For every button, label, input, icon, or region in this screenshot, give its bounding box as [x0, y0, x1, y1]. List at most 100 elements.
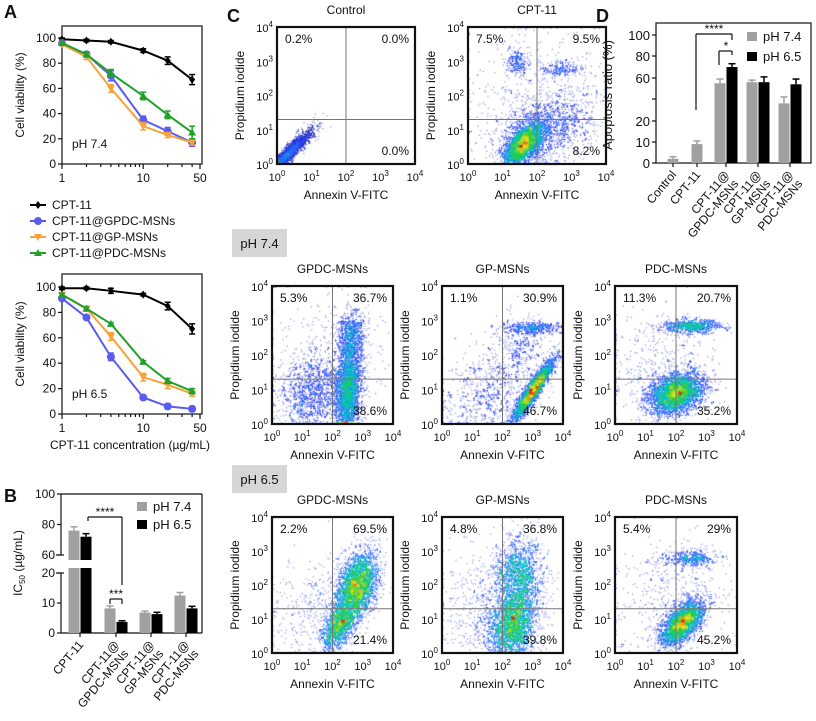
data-point: [107, 37, 114, 46]
y-tick-label: 104: [421, 510, 438, 525]
quadrant-lower-right-percent: 38.6%: [353, 404, 387, 418]
plot-frame: [440, 515, 565, 655]
y-label-main: IC: [11, 584, 25, 596]
x-tick-label: 104: [598, 169, 615, 184]
tick-exponent: 2: [434, 578, 439, 587]
bar: [139, 612, 151, 633]
legend-marker: [35, 201, 41, 209]
tick-base: 10: [251, 386, 263, 398]
legend-label: pH 7.4: [153, 499, 191, 514]
data-point: [106, 333, 115, 341]
y-tick-label: 103: [594, 544, 611, 559]
tick-exponent: 1: [460, 123, 465, 132]
plot-frame: [440, 284, 565, 426]
tick-base: 10: [251, 513, 263, 525]
tick-base: 10: [594, 317, 606, 329]
data-point: [163, 376, 172, 384]
tick-exponent: 2: [269, 89, 274, 98]
tick-base: 10: [421, 581, 433, 593]
series-line-1: [61, 42, 193, 144]
x-axis-label: Annexin V-FITC: [290, 677, 375, 691]
tick-exponent: 0: [446, 429, 451, 438]
tick-base: 10: [447, 92, 459, 104]
quadrant-upper-left-percent: 5.3%: [280, 291, 308, 305]
tick-base: 10: [607, 432, 619, 444]
plot-frame: [270, 515, 395, 655]
y-tick-label: 101: [421, 612, 438, 627]
legend-label: CPT-11@GPDC-MSNs: [52, 214, 175, 228]
x-tick-label: 1: [59, 171, 66, 185]
y-tick-label: 104: [447, 20, 464, 35]
tick-exponent: 1: [264, 612, 269, 621]
legend-label: pH 6.5: [763, 49, 801, 64]
tick-exponent: 4: [419, 169, 424, 178]
x-tick-label: 100: [434, 658, 451, 673]
legend-marker: [34, 217, 42, 225]
plot-frame: [270, 284, 395, 426]
y-tick-label: 104: [256, 20, 273, 35]
tick-base: 10: [421, 547, 433, 559]
y-tick-label: 0: [49, 157, 56, 171]
x-tick-label: 103: [354, 658, 371, 673]
tick-base: 10: [421, 615, 433, 627]
tick-base: 10: [421, 386, 433, 398]
tick-base: 10: [421, 282, 433, 294]
tick-base: 10: [529, 172, 541, 184]
tick-base: 10: [594, 547, 606, 559]
tick-exponent: 4: [460, 20, 465, 29]
tick-exponent: 1: [306, 429, 311, 438]
quadrant-upper-right-percent: 29%: [707, 522, 731, 536]
quadrant-lower-right-percent: 0.0%: [382, 144, 410, 158]
tick-exponent: 3: [607, 544, 612, 553]
bar: [186, 608, 198, 633]
tick-exponent: 3: [607, 314, 612, 323]
y-tick-label: 100: [628, 28, 650, 43]
x-tick-label: 102: [529, 169, 546, 184]
plot-frame: [275, 25, 417, 166]
x-tick-label: 101: [637, 658, 654, 673]
tick-base: 10: [251, 351, 263, 363]
y-tick-label: 100: [36, 280, 56, 294]
quadrant-lower-right-percent: 46.7%: [523, 404, 557, 418]
y-tick-label: 103: [594, 314, 611, 329]
tick-base: 10: [251, 420, 263, 432]
data-point: [140, 46, 147, 55]
quadrant-upper-right-percent: 69.5%: [353, 522, 387, 536]
tick-base: 10: [447, 23, 459, 35]
y-tick-label: 80: [43, 305, 57, 319]
y-tick-label: 102: [421, 348, 438, 363]
bar: [80, 536, 92, 560]
x-tick-label: 101: [303, 169, 320, 184]
tick-exponent: 4: [434, 510, 439, 519]
y-tick-label: 100: [447, 157, 464, 172]
tick-exponent: 4: [741, 658, 746, 667]
y-tick-label: 102: [421, 578, 438, 593]
bar: [104, 608, 116, 633]
category-label: CPT-11: [50, 638, 87, 678]
tick-exponent: 0: [281, 169, 286, 178]
plot-title: GP-MSNs: [476, 262, 530, 276]
data-point: [139, 91, 148, 99]
x-tick-label: 101: [464, 429, 481, 444]
x-tick-label: 103: [354, 429, 371, 444]
tick-exponent: 2: [607, 348, 612, 357]
tick-base: 10: [385, 432, 397, 444]
x-axis-label: Annexin V-FITC: [495, 188, 580, 202]
tick-base: 10: [555, 432, 567, 444]
y-tick-label: 102: [251, 348, 268, 363]
x-tick-label: 101: [464, 658, 481, 673]
tick-exponent: 1: [476, 429, 481, 438]
y-tick-label: 101: [251, 612, 268, 627]
data-point: [58, 39, 66, 47]
y-axis-label: Propidium iodide: [233, 50, 247, 140]
quadrant-upper-right-percent: 9.5%: [573, 32, 601, 46]
tick-base: 10: [421, 513, 433, 525]
bar: [746, 82, 758, 163]
tick-exponent: 2: [506, 429, 511, 438]
series-line-2: [61, 43, 193, 144]
tick-exponent: 4: [264, 510, 269, 519]
y-axis-label: Propidium iodide: [398, 310, 412, 400]
x-tick-label: 104: [385, 658, 402, 673]
x-tick-label: 101: [494, 169, 511, 184]
y-tick-label: 100: [251, 646, 268, 661]
